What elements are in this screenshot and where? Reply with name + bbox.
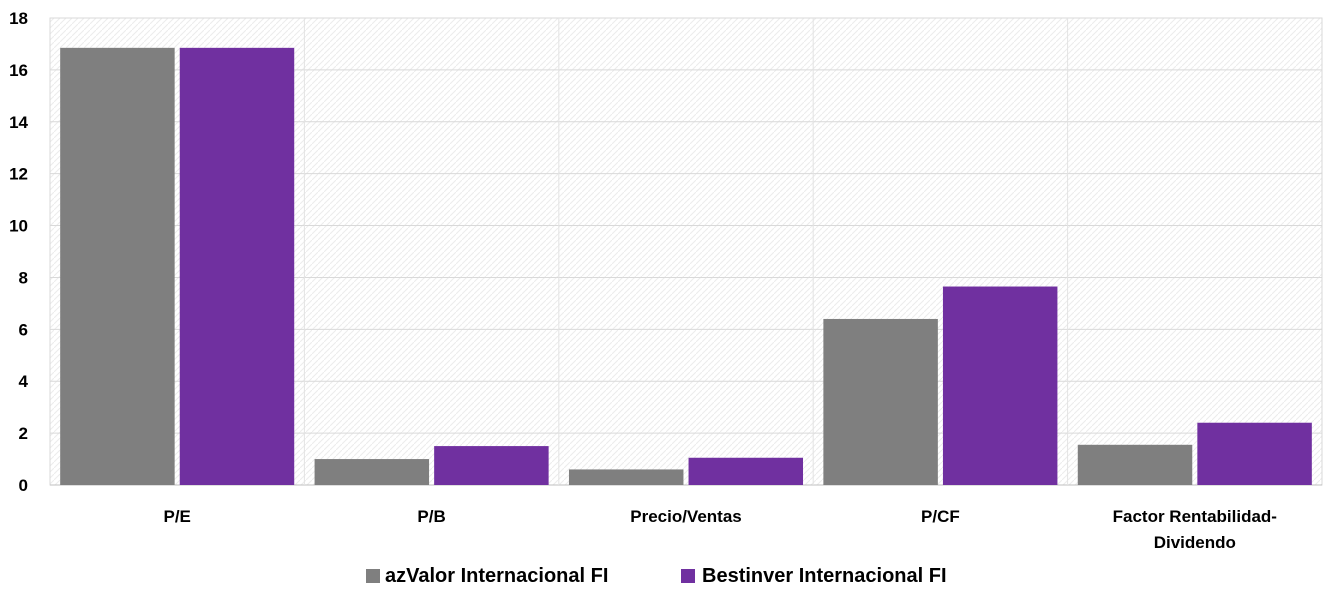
y-tick-label: 2 — [19, 424, 28, 443]
legend-label: azValor Internacional FI — [385, 565, 608, 587]
x-tick-label: Factor Rentabilidad-Dividendo — [1113, 507, 1277, 552]
y-tick-label: 8 — [19, 268, 28, 287]
y-axis: 0 2 4 6 8 10 12 14 16 18 — [9, 9, 28, 495]
x-tick-label: P/B — [417, 507, 445, 526]
y-tick-label: 14 — [9, 113, 28, 132]
bar-azvalor — [314, 459, 430, 485]
x-tick-label: P/E — [163, 507, 190, 526]
bars — [60, 47, 1312, 485]
bar-azvalor — [60, 47, 175, 485]
y-tick-label: 18 — [9, 9, 28, 28]
y-tick-label: 10 — [9, 217, 28, 236]
bar-bestinver — [688, 457, 804, 485]
y-tick-label: 12 — [9, 165, 28, 184]
y-tick-label: 0 — [19, 476, 28, 495]
bar-bestinver — [434, 446, 549, 485]
bar-azvalor — [823, 318, 938, 485]
y-tick-label: 16 — [9, 61, 28, 80]
y-tick-label: 4 — [19, 372, 29, 391]
bar-bestinver — [1197, 422, 1312, 485]
bar-azvalor — [1077, 444, 1193, 485]
x-tick-label: P/CF — [921, 507, 960, 526]
x-tick-label: Precio/Ventas — [630, 507, 742, 526]
legend-label: Bestinver Internacional FI — [702, 565, 947, 587]
bar-bestinver — [179, 47, 295, 485]
legend-swatch — [681, 569, 695, 583]
legend: azValor Internacional FI Bestinver Intern… — [366, 565, 947, 587]
bar-bestinver — [942, 286, 1058, 485]
y-tick-label: 6 — [19, 320, 28, 339]
bar-azvalor — [568, 469, 684, 485]
x-axis: P/E P/B Precio/Ventas P/CF Factor Rentabilid… — [163, 507, 1276, 552]
legend-swatch — [366, 569, 380, 583]
